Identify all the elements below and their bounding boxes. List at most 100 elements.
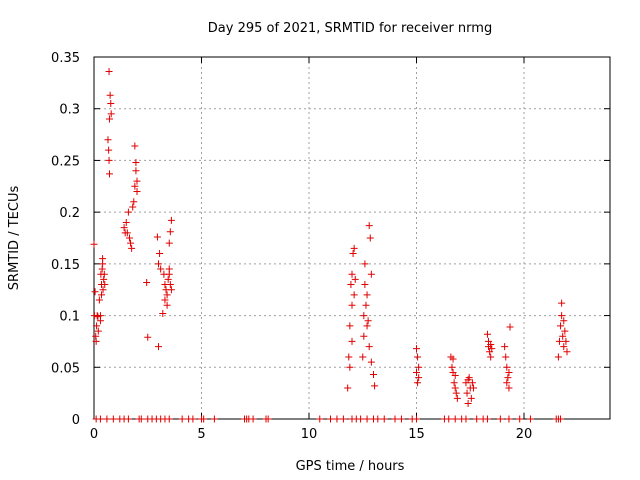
data-point [449,355,457,363]
data-point [452,389,460,397]
data-point [178,415,186,423]
data-point [131,142,139,150]
data-point [163,301,171,309]
data-point [101,281,109,289]
data-point [415,363,423,371]
data-point [345,353,353,361]
data-point [365,343,373,351]
data-point [132,167,140,175]
data-point [107,110,115,118]
data-point [561,327,569,335]
data-point [413,415,420,423]
data-point [123,229,131,237]
data-point [100,275,108,283]
data-point [397,415,405,423]
data-point [106,91,114,99]
grid [94,57,610,419]
data-point [316,415,324,423]
data-point [563,348,571,356]
data-point [464,399,472,407]
data-point [361,260,369,268]
chart-title: Day 295 of 2021, SRMTID for receiver nrm… [208,21,492,36]
data-point [469,384,477,392]
data-point [391,415,399,423]
data-point [555,337,563,345]
data-point [526,415,534,423]
data-point [105,67,113,75]
data-point [503,363,511,371]
data-point [167,286,175,294]
data-point [155,260,162,268]
data-point [413,368,420,376]
data-point [451,415,459,423]
data-point [133,187,141,195]
data-point [506,323,514,331]
y-tick-label: 0.3 [59,103,80,118]
data-point [104,136,112,144]
data-point [380,415,388,423]
data-point [559,332,567,340]
data-point [133,177,141,185]
data-point [360,332,368,340]
data-point [98,291,106,299]
data-point [120,224,128,232]
data-point [132,158,140,166]
data-point [128,244,136,252]
data-point [348,337,356,345]
data-point [105,170,113,178]
data-point [451,384,459,392]
data-point [364,317,372,325]
data-point [371,382,379,390]
x-tick-label: 10 [301,427,318,442]
data-point [367,270,375,278]
data-point [496,415,504,423]
data-point [144,333,152,341]
data-point [415,374,423,382]
data-point [165,265,173,273]
y-axis-label: SRMTID / TECUs [7,186,22,291]
data-point [363,291,371,299]
y-tick-label: 0.05 [51,361,80,376]
data-point [107,100,115,108]
data-point [463,389,471,397]
data-point [105,156,113,164]
axis-ticks: 0 5 10 15 20 0 0.05 0.1 0.15 0.2 0.25 0.3 0.35 [51,51,610,442]
data-point [445,415,453,423]
data-point [450,379,458,387]
data-point [346,322,354,330]
data-point [90,240,98,248]
data-point [159,310,167,318]
data-point [129,203,137,211]
data-point [516,415,524,423]
data-point [344,384,352,392]
data-point [487,341,495,349]
data-point [166,228,174,236]
data-point [467,394,475,402]
data-point [370,371,377,379]
data-point [124,415,132,423]
data-point [558,299,566,307]
data-point [367,358,375,366]
data-point [164,275,172,283]
data-point [137,415,145,423]
data-point [488,345,496,353]
y-tick-label: 0.15 [51,258,80,273]
data-point [451,372,459,380]
y-tick-label: 0.2 [59,206,80,221]
data-point [462,415,470,423]
data-point [155,343,162,351]
data-point [351,275,359,283]
data-point [503,379,511,387]
data-point [414,353,422,361]
data-point [361,281,369,289]
data-point [562,337,570,345]
data-point [360,312,368,320]
data-point [348,270,356,278]
data-point [163,291,171,299]
y-tick-label: 0.25 [51,154,80,169]
data-point [350,291,358,299]
data-point [453,394,461,402]
data-point [347,281,355,289]
data-point [96,415,104,423]
data-point [93,322,101,330]
